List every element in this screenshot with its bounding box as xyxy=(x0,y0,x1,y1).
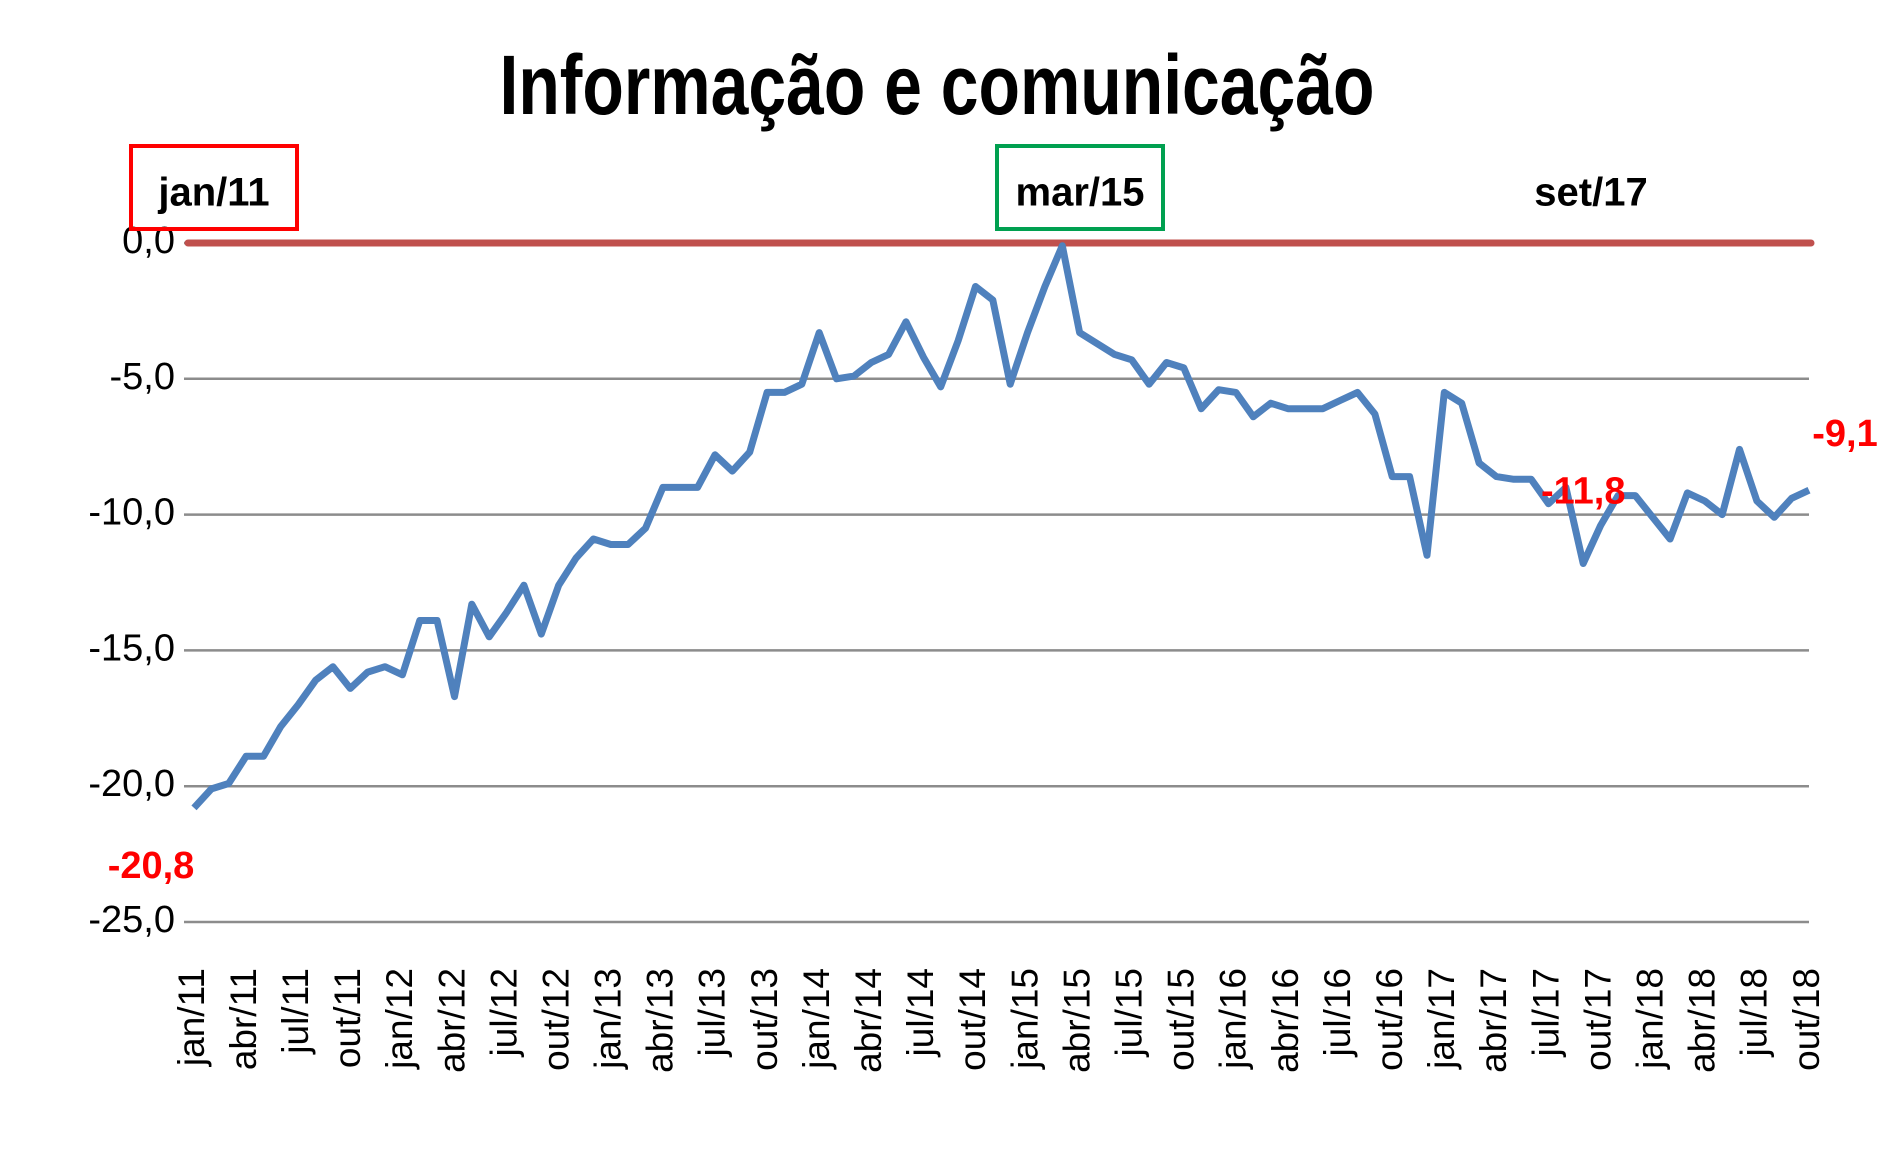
y-tick-label: -20,0 xyxy=(88,763,175,805)
x-tick-label: abr/12 xyxy=(431,968,472,1073)
x-tick-label: jul/17 xyxy=(1525,968,1566,1057)
x-tick-label: abr/15 xyxy=(1056,968,1097,1073)
x-tick-label: abr/16 xyxy=(1265,968,1306,1073)
x-tick-label: jul/13 xyxy=(692,968,733,1057)
x-tick-label: jul/11 xyxy=(275,968,316,1055)
x-tick-label: jan/15 xyxy=(1004,968,1045,1070)
x-tick-label: out/16 xyxy=(1369,968,1410,1071)
x-tick-label: out/15 xyxy=(1161,968,1202,1071)
x-tick-label: out/12 xyxy=(535,968,576,1071)
x-tick-label: jan/12 xyxy=(379,968,420,1070)
chart-title: Informação e comunicação xyxy=(500,38,1375,132)
x-tick-label: out/18 xyxy=(1786,968,1827,1071)
annotation-box xyxy=(129,144,299,231)
x-tick-label: jan/17 xyxy=(1421,968,1462,1070)
x-tick-label: out/14 xyxy=(952,968,993,1071)
annotation-box xyxy=(995,144,1165,231)
x-tick-label: abr/13 xyxy=(640,968,681,1073)
x-tick-label: jul/18 xyxy=(1734,968,1775,1057)
x-tick-label: jul/15 xyxy=(1109,968,1150,1057)
x-tick-label: out/13 xyxy=(744,968,785,1071)
annotation: mar/15 xyxy=(1016,171,1145,215)
x-tick-label: jan/18 xyxy=(1629,968,1670,1070)
y-tick-label: -25,0 xyxy=(88,899,175,941)
x-tick-label: abr/14 xyxy=(848,968,889,1073)
x-tick-label: out/11 xyxy=(327,968,368,1068)
data-line xyxy=(191,242,1811,811)
x-tick-label: out/17 xyxy=(1577,968,1618,1071)
data-label: -9,1 xyxy=(1812,413,1877,455)
x-tick-label: jan/14 xyxy=(796,968,837,1070)
x-tick-label: jan/13 xyxy=(588,968,629,1070)
y-tick-label: -5,0 xyxy=(110,356,175,398)
annotation: set/17 xyxy=(1534,171,1647,215)
x-tick-label: abr/11 xyxy=(223,968,264,1070)
x-tick-label: jul/16 xyxy=(1317,968,1358,1057)
x-tick-label: abr/17 xyxy=(1473,968,1514,1073)
x-tick-label: jul/12 xyxy=(483,968,524,1057)
x-tick-label: jan/16 xyxy=(1213,968,1254,1070)
data-label: -11,8 xyxy=(1541,471,1626,513)
x-tick-label: abr/18 xyxy=(1682,968,1723,1073)
data-label: -20,8 xyxy=(108,845,195,887)
x-tick-label: jul/14 xyxy=(900,968,941,1057)
y-tick-label: -10,0 xyxy=(88,492,175,534)
y-tick-label: -15,0 xyxy=(88,627,175,669)
annotation: jan/11 xyxy=(157,171,269,215)
x-tick-label: jan/11 xyxy=(171,968,212,1067)
